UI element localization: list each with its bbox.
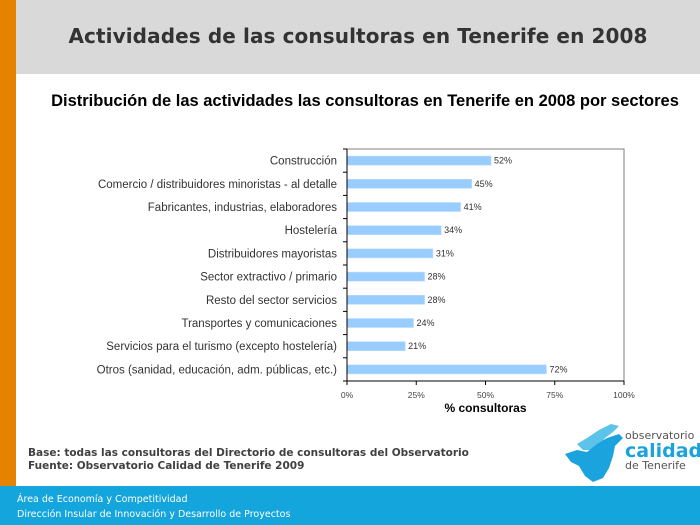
x-tick-label: 50%: [477, 390, 494, 400]
bar: [346, 271, 425, 282]
footer-direction: Dirección Insular de Innovación y Desarr…: [17, 509, 291, 520]
slide-title: Actividades de las consultoras en Teneri…: [68, 24, 648, 48]
data-label: 72%: [549, 364, 567, 374]
bar: [346, 202, 461, 212]
category-label: Sector extractivo / primario: [200, 272, 337, 284]
data-label: 28%: [428, 295, 446, 305]
bar: [346, 225, 442, 235]
bar: [346, 341, 406, 352]
tenerife-island-icon: [565, 424, 623, 482]
bar: [346, 155, 492, 166]
slide-header: Actividades de las consultoras en Teneri…: [16, 0, 700, 74]
category-label: Construcción: [270, 156, 337, 168]
x-axis-title: % consultoras: [444, 401, 526, 415]
accent-stripe: [0, 0, 16, 486]
data-label: 41%: [464, 202, 482, 212]
x-tick-label: 100%: [613, 390, 635, 400]
category-label: Transportes y comunicaciones: [181, 318, 337, 330]
chart-title: Distribución de las actividades las cons…: [51, 92, 679, 110]
data-label: 52%: [494, 156, 512, 166]
category-label: Servicios para el turismo (excepto hoste…: [106, 341, 337, 353]
slide-footer: Área de Economía y Competitividad Direcc…: [0, 486, 700, 525]
x-tick-label: 0%: [341, 390, 354, 400]
data-label: 45%: [475, 179, 493, 189]
x-tick-label: 75%: [546, 390, 563, 400]
bar: [346, 179, 472, 189]
bar: [346, 248, 434, 259]
chart-notes: Base: todas las consultoras del Director…: [28, 447, 469, 473]
logo-line-1: observatorio: [625, 429, 695, 442]
plot-frame: [347, 148, 625, 381]
data-label: 31%: [436, 248, 454, 258]
data-label: 21%: [408, 341, 426, 351]
category-label: Otros (sanidad, educación, adm. públicas…: [97, 364, 338, 376]
footer-area: Área de Economía y Competitividad: [17, 494, 188, 505]
data-label: 24%: [416, 318, 434, 328]
logo-line-2: calidad: [625, 440, 700, 462]
base-note: Base: todas las consultoras del Director…: [28, 447, 469, 459]
observatorio-logo: observatorio calidad de Tenerife: [563, 420, 700, 486]
logo-line-3: de Tenerife: [625, 459, 686, 472]
category-label: Hostelería: [285, 225, 338, 237]
category-label: Comercio / distribuidores minoristas - a…: [98, 179, 337, 191]
category-label: Fabricantes, industrias, elaboradores: [148, 202, 337, 214]
data-label: 28%: [428, 272, 446, 282]
category-label: Distribuidores mayoristas: [208, 248, 337, 260]
bar: [346, 294, 425, 305]
data-label: 34%: [444, 225, 462, 235]
x-tick-label: 25%: [408, 390, 425, 400]
bar: [346, 364, 547, 375]
category-label: Resto del sector servicios: [206, 295, 337, 307]
bar: [346, 318, 414, 328]
bar-chart: 52% Construcción 45% Comercio / distribuido…: [97, 148, 635, 415]
source-note: Fuente: Observatorio Calidad de Tenerife…: [28, 460, 305, 472]
